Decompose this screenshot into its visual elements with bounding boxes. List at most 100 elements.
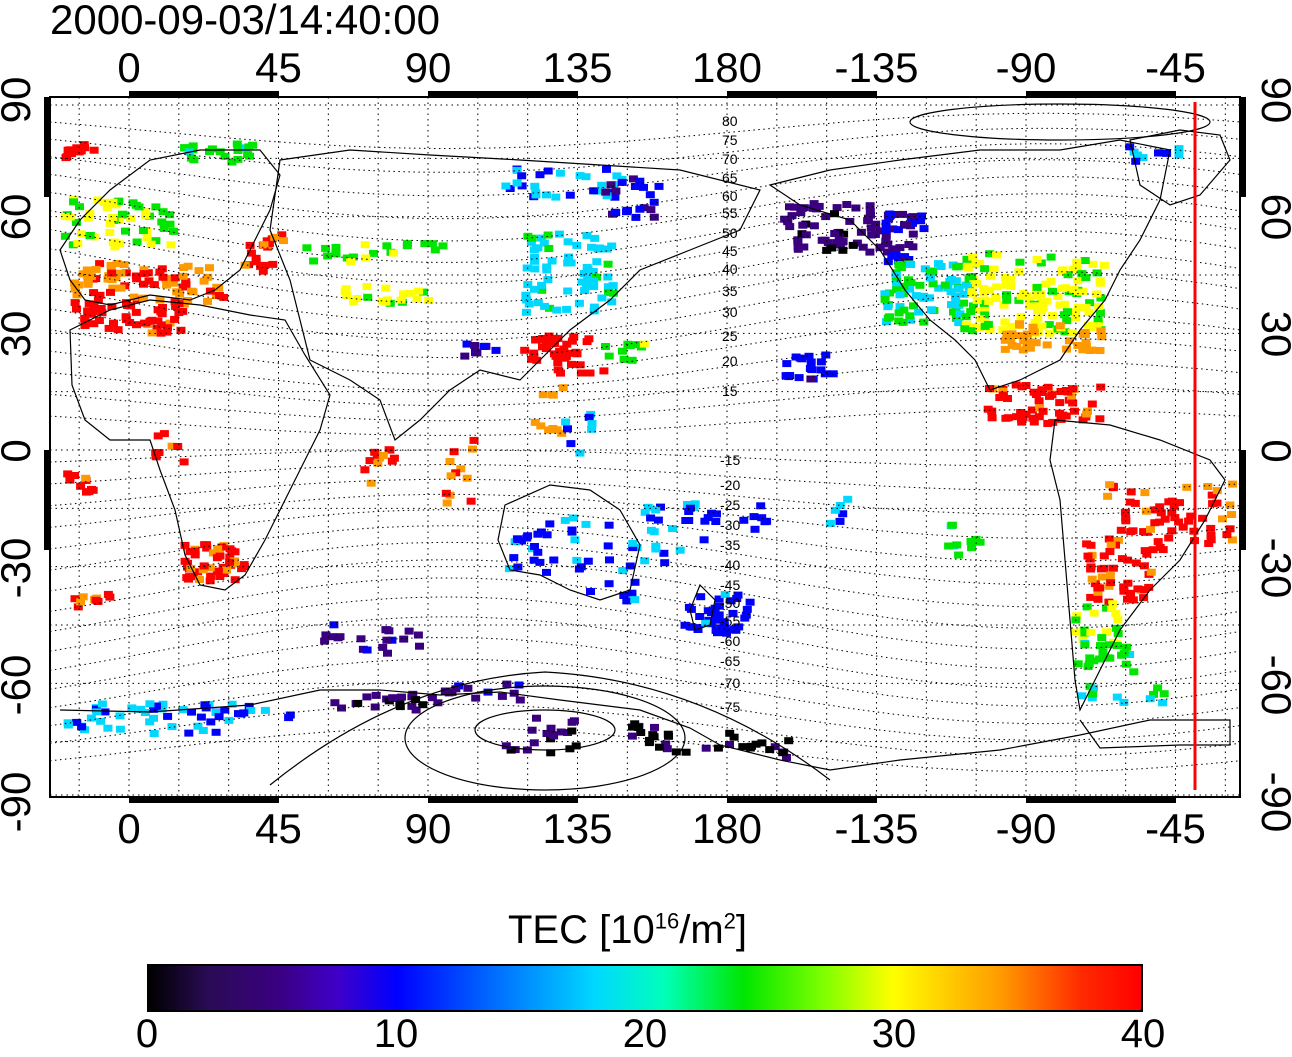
tec-cell	[76, 598, 86, 606]
tec-cell	[94, 317, 104, 324]
tec-cell	[543, 231, 553, 239]
tec-cell	[757, 514, 767, 522]
tec-cell	[225, 558, 235, 566]
tec-cell	[1155, 503, 1165, 511]
tec-cell	[1112, 642, 1122, 649]
tec-cell	[546, 724, 556, 732]
tec-cell	[651, 506, 661, 514]
tec-cell	[77, 723, 87, 731]
tec-cell	[966, 308, 976, 316]
mlat-contour	[49, 616, 1241, 689]
tec-cell	[541, 345, 551, 353]
tec-cell	[371, 691, 381, 699]
tec-cell	[1055, 399, 1065, 407]
tec-cell	[136, 705, 146, 713]
tec-cell	[96, 717, 106, 725]
tec-cell	[175, 290, 185, 298]
tec-cell	[979, 296, 989, 304]
tec-cell	[1082, 410, 1092, 418]
tec-cell	[1046, 253, 1056, 261]
tec-cell	[608, 282, 618, 290]
tec-cell	[979, 288, 989, 296]
tec-cell	[1096, 383, 1106, 391]
tec-cell	[785, 203, 794, 211]
tec-cell	[389, 249, 398, 257]
tec-cell	[540, 302, 550, 310]
lat-tick-right: 0	[1253, 439, 1292, 462]
tec-cell	[194, 267, 204, 275]
tec-cell	[404, 627, 414, 635]
tec-cell	[193, 722, 203, 730]
tec-cell	[205, 577, 215, 585]
tec-cell	[1174, 518, 1184, 526]
tec-cell	[780, 215, 790, 223]
tec-cell	[630, 183, 640, 190]
tec-cell	[1055, 301, 1065, 309]
tec-cell	[969, 302, 978, 310]
tec-cell	[445, 458, 455, 465]
tec-cell	[975, 538, 985, 546]
tec-cell	[806, 358, 816, 366]
tec-cell	[1097, 573, 1107, 581]
tec-cell	[412, 295, 422, 303]
tec-cell	[894, 261, 904, 268]
tec-cell	[799, 204, 809, 212]
tec-cell	[187, 708, 196, 716]
tec-cell	[451, 469, 461, 477]
tec-cell	[695, 613, 705, 620]
tec-cell	[1167, 509, 1177, 517]
tec-cell	[816, 358, 826, 366]
tec-cell	[162, 328, 172, 336]
tec-cell	[655, 743, 664, 751]
tec-cell	[662, 745, 672, 753]
tec-cell	[366, 479, 376, 487]
tec-cell	[1046, 277, 1056, 285]
tec-cell	[881, 226, 891, 234]
tec-cell	[533, 530, 543, 538]
tec-cell	[707, 509, 717, 517]
tec-cell	[1144, 583, 1154, 591]
tec-cell	[1131, 559, 1141, 567]
tec-cell	[604, 288, 613, 296]
tec-cell	[750, 525, 760, 533]
tec-cell	[213, 567, 223, 575]
tec-cell	[696, 593, 706, 601]
lon-tick-bottom: 90	[405, 805, 452, 852]
tec-cell	[905, 316, 915, 324]
tec-cell	[1227, 511, 1237, 518]
tec-cell	[622, 597, 632, 605]
tec-cell	[588, 268, 598, 275]
mlat-contour	[49, 478, 1241, 515]
mlat-contour	[49, 314, 1241, 375]
tec-cell	[1227, 536, 1237, 544]
tec-cell	[1073, 277, 1083, 285]
tec-cell	[76, 482, 86, 490]
tec-cell	[1012, 413, 1021, 421]
tec-cell	[65, 213, 75, 221]
tec-cell	[167, 723, 177, 731]
tec-cell	[654, 182, 664, 190]
tec-cell	[972, 296, 982, 304]
tec-cell	[203, 297, 212, 305]
tec-cell	[1037, 322, 1047, 330]
tec-cell	[898, 318, 908, 326]
tec-cell	[396, 296, 406, 304]
tec-cell	[1097, 333, 1107, 341]
tec-cell	[992, 251, 1001, 259]
tec-cell	[713, 629, 722, 637]
tec-cell	[270, 233, 280, 241]
tec-cell	[321, 244, 331, 252]
tec-cell	[587, 420, 597, 427]
tec-cell	[675, 546, 685, 554]
tec-cell	[220, 706, 230, 714]
mlat-label: -65	[720, 653, 740, 669]
tec-cell	[139, 294, 149, 302]
tec-cell	[1225, 501, 1235, 509]
tec-cell	[173, 443, 183, 450]
tec-cell	[762, 517, 772, 525]
tec-cell	[200, 541, 210, 549]
tec-cell	[1150, 519, 1160, 527]
tec-cell	[240, 261, 250, 269]
mlat-contour	[49, 271, 1241, 341]
tec-cell	[983, 320, 993, 328]
